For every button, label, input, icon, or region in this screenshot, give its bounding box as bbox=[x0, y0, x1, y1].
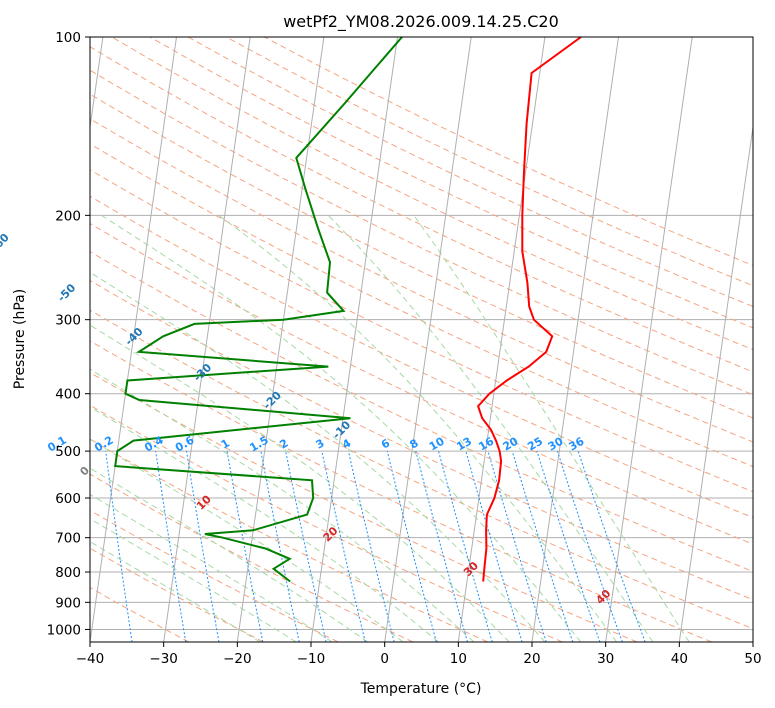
dry-adiabat-line bbox=[149, 37, 753, 329]
y-tick-label: 500 bbox=[55, 444, 81, 460]
isotherm-label: -50 bbox=[55, 281, 78, 304]
mixing-ratio-line bbox=[415, 450, 468, 642]
mixing-ratio-label: 3 bbox=[314, 437, 327, 452]
isotherm-line bbox=[457, 37, 546, 642]
mixing-ratio-line bbox=[226, 451, 264, 642]
x-tick-label: 20 bbox=[523, 651, 540, 667]
x-tick-label: 50 bbox=[744, 651, 761, 667]
y-tick-label: 700 bbox=[55, 531, 81, 547]
plot-frame bbox=[89, 36, 754, 643]
mixing-ratio-line bbox=[465, 450, 523, 642]
x-axis-label: Temperature (°C) bbox=[360, 681, 482, 697]
x-tick-label: 30 bbox=[597, 651, 614, 667]
dry-adiabat-line bbox=[90, 222, 753, 545]
mixing-ratio-line bbox=[260, 451, 300, 642]
moist-adiabat-line bbox=[413, 215, 690, 642]
moist-adiabat-line bbox=[327, 214, 654, 642]
mixing-ratio-line bbox=[438, 450, 493, 642]
y-axis-label: Pressure (hPa) bbox=[12, 289, 28, 389]
isotherm-line bbox=[236, 37, 325, 642]
x-tick-label: −40 bbox=[76, 651, 105, 667]
isotherm-line bbox=[310, 37, 398, 642]
x-tick-label: 0 bbox=[380, 651, 389, 667]
mixing-ratio-label: 1 bbox=[219, 437, 232, 452]
dry-adiabat-line bbox=[90, 118, 753, 443]
dry-adiabat-line bbox=[90, 309, 753, 630]
isotherm-line bbox=[605, 37, 693, 642]
mixing-ratio-line bbox=[386, 450, 437, 642]
isotherm-line bbox=[531, 37, 619, 642]
y-tick-label: 800 bbox=[55, 565, 81, 581]
dry-adiabat-label: 10 bbox=[194, 492, 214, 512]
isotherm-line bbox=[163, 37, 251, 642]
y-tick-label: 300 bbox=[55, 313, 81, 329]
moist-adiabat-line bbox=[101, 214, 582, 642]
dry-adiabat-line bbox=[90, 509, 339, 642]
temperature-line bbox=[476, 37, 582, 582]
isotherm-line bbox=[384, 37, 472, 642]
moist-adiabat-line bbox=[90, 271, 546, 642]
dry-adiabat-line bbox=[90, 279, 753, 601]
mixing-ratio-line bbox=[155, 451, 187, 642]
dry-adiabat-line bbox=[90, 69, 753, 396]
isotherm-label: -30 bbox=[191, 361, 214, 384]
dry-adiabat-line bbox=[90, 93, 753, 419]
mixing-ratio-line bbox=[536, 450, 601, 642]
chart-title: wetPf2_YM08.2026.009.14.25.C20 bbox=[283, 12, 559, 32]
moist-adiabat-line bbox=[90, 518, 297, 642]
x-tick-label: −20 bbox=[223, 651, 252, 667]
dry-adiabat-line bbox=[90, 169, 753, 493]
dry-adiabat-line bbox=[264, 37, 753, 267]
dry-adiabat-label: 20 bbox=[321, 524, 341, 544]
isotherm-line bbox=[678, 123, 753, 642]
moist-adiabat-line bbox=[218, 214, 618, 642]
y-tick-label: 100 bbox=[55, 30, 81, 46]
mixing-ratio-line bbox=[186, 451, 220, 642]
y-tick-label: 900 bbox=[55, 595, 81, 611]
dry-adiabat-line bbox=[90, 404, 563, 642]
mixing-ratio-line bbox=[285, 450, 327, 642]
isotherm-label: -60 bbox=[0, 231, 12, 254]
mixing-ratio-line bbox=[487, 450, 547, 642]
mixing-ratio-line bbox=[105, 451, 133, 642]
x-tick-label: 40 bbox=[671, 651, 688, 667]
y-tick-label: 600 bbox=[55, 491, 81, 507]
y-tick-label: 1000 bbox=[47, 622, 81, 638]
mixing-ratio-line bbox=[347, 450, 395, 642]
dewpoint-line bbox=[114, 37, 403, 583]
dry-adiabat-line bbox=[90, 195, 753, 519]
moist-adiabat-line bbox=[90, 541, 261, 642]
isotherm-label: -10 bbox=[330, 418, 353, 441]
dry-adiabat-line bbox=[90, 340, 712, 642]
isotherm-line bbox=[752, 638, 753, 642]
isotherm-line bbox=[90, 37, 177, 642]
dry-adiabat-line bbox=[90, 143, 753, 468]
mixing-ratio-label: 6 bbox=[379, 436, 392, 451]
isotherm-label: -40 bbox=[122, 325, 145, 348]
isotherm-label: -20 bbox=[261, 389, 284, 412]
dry-adiabat-line bbox=[187, 37, 753, 308]
mixing-ratio-line bbox=[511, 450, 574, 642]
mixing-ratio-line bbox=[577, 450, 646, 642]
y-tick-label: 200 bbox=[55, 208, 81, 224]
x-tick-label: −10 bbox=[297, 651, 326, 667]
dry-adiabat-label: 30 bbox=[461, 559, 481, 579]
mixing-ratio-line bbox=[321, 450, 366, 642]
x-tick-label: 10 bbox=[450, 651, 467, 667]
moist-adiabat-line bbox=[90, 438, 404, 642]
dry-adiabat-line bbox=[90, 251, 753, 573]
mixing-ratio-line bbox=[556, 450, 623, 642]
x-tick-label: −30 bbox=[149, 651, 178, 667]
dry-adiabat-line bbox=[90, 46, 753, 373]
moist-adiabat-line bbox=[90, 324, 510, 642]
y-tick-label: 400 bbox=[55, 387, 81, 403]
dry-adiabat-line bbox=[90, 547, 264, 642]
